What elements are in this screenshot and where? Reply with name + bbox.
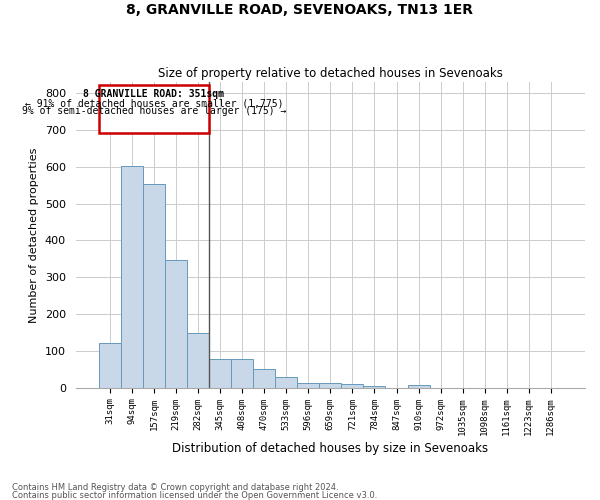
Bar [231, 360, 253, 388]
Bar [165, 260, 187, 388]
Title: Size of property relative to detached houses in Sevenoaks: Size of property relative to detached ho… [158, 66, 503, 80]
Bar [121, 166, 143, 388]
Bar [407, 385, 430, 388]
Bar [209, 360, 231, 388]
Bar [187, 333, 209, 388]
Bar [319, 383, 341, 388]
Text: Contains public sector information licensed under the Open Government Licence v3: Contains public sector information licen… [12, 490, 377, 500]
Bar [297, 382, 319, 388]
Bar [99, 343, 121, 388]
Text: 8, GRANVILLE ROAD, SEVENOAKS, TN13 1ER: 8, GRANVILLE ROAD, SEVENOAKS, TN13 1ER [127, 2, 473, 16]
Text: 8 GRANVILLE ROAD: 351sqm: 8 GRANVILLE ROAD: 351sqm [83, 90, 224, 100]
Bar [143, 184, 165, 388]
Bar [364, 386, 385, 388]
Bar [275, 376, 297, 388]
Y-axis label: Number of detached properties: Number of detached properties [29, 147, 40, 322]
Bar [253, 369, 275, 388]
Text: Contains HM Land Registry data © Crown copyright and database right 2024.: Contains HM Land Registry data © Crown c… [12, 484, 338, 492]
Text: ← 91% of detached houses are smaller (1,775): ← 91% of detached houses are smaller (1,… [25, 99, 283, 109]
Bar [341, 384, 364, 388]
FancyBboxPatch shape [99, 85, 209, 132]
X-axis label: Distribution of detached houses by size in Sevenoaks: Distribution of detached houses by size … [172, 442, 488, 455]
Text: 9% of semi-detached houses are larger (175) →: 9% of semi-detached houses are larger (1… [22, 106, 286, 117]
